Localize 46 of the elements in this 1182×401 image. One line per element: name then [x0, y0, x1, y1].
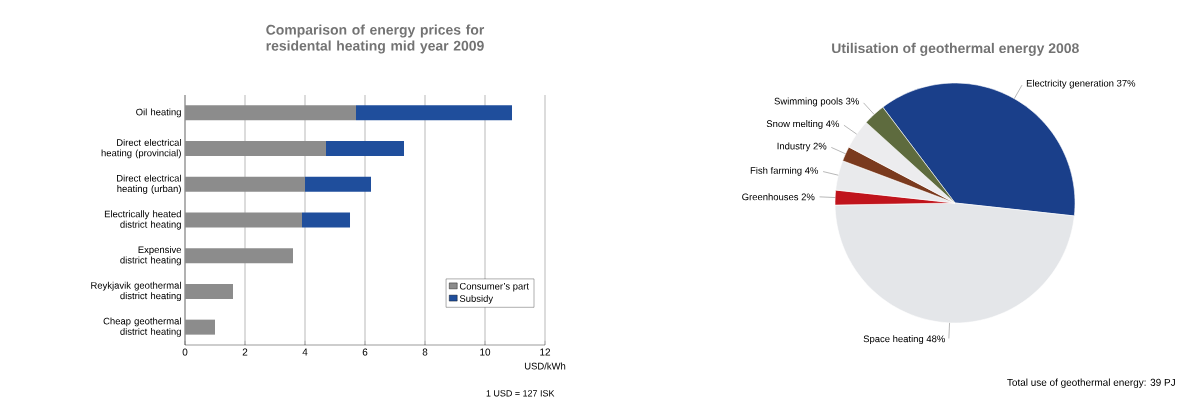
y-tick-label: Expensive district heating — [120, 246, 182, 266]
y-tick-label: Electrically heated district heating — [104, 210, 181, 230]
legend-label: Subsidy — [459, 294, 494, 304]
x-tick-label: 0 — [182, 348, 188, 356]
x-tick-label: 10 — [480, 348, 491, 356]
x-tick-label: 6 — [362, 348, 368, 356]
data-label: 3% — [845, 97, 859, 105]
data-label: 4% — [825, 120, 840, 128]
text: Total use of geothermal energy: 39 PJ — [1007, 378, 1175, 388]
y-tick-label: Oil heating — [136, 108, 181, 118]
text: 1 USD = 127 ISK — [486, 390, 555, 397]
slice-label: Industry — [777, 142, 811, 152]
bar — [185, 105, 356, 121]
slice-label: Swimming pools — [774, 97, 843, 107]
slice-label: Greenhouses — [742, 193, 799, 201]
x-tick-label: 4 — [302, 348, 308, 356]
x-axis-title: USD/kWh — [524, 362, 566, 370]
y-tick-label: Reykjavik geothermal district heating — [91, 281, 181, 302]
chart-title: Utilisation of geothermal energy 2008 — [832, 42, 1079, 56]
bar — [185, 176, 305, 192]
bar — [185, 319, 215, 335]
slice-label: Snow melting — [766, 120, 823, 129]
bar — [185, 212, 302, 228]
bar — [185, 141, 326, 157]
x-tick-label: 12 — [540, 348, 551, 356]
x-tick-label: 8 — [422, 348, 428, 356]
y-tick-label: Direct electrical heating (urban) — [117, 174, 181, 194]
data-label: 48% — [926, 335, 945, 343]
x-tick-label: 2 — [242, 348, 248, 356]
bar — [356, 105, 512, 121]
slice-label: Electricity generation — [1026, 79, 1114, 89]
bar — [302, 212, 350, 228]
bar — [185, 248, 293, 264]
bar — [185, 283, 233, 299]
y-tick-label: Direct electrical heating (provincial) — [101, 138, 181, 159]
data-label: 2% — [801, 193, 815, 201]
chart-title: Comparison of energy prices for residental heating mid year 2009 — [266, 24, 485, 54]
data-label: 2% — [813, 142, 827, 150]
y-tick-label: Cheap geothermal district heating — [103, 317, 181, 337]
bar — [326, 141, 404, 157]
bar — [305, 176, 371, 192]
slice-label: Fish farming — [750, 166, 802, 176]
data-label: 4% — [804, 167, 819, 174]
slice-label: Space heating — [863, 335, 924, 345]
data-label: 37% — [1116, 79, 1136, 87]
legend-label: Consumer’s part — [459, 282, 529, 292]
